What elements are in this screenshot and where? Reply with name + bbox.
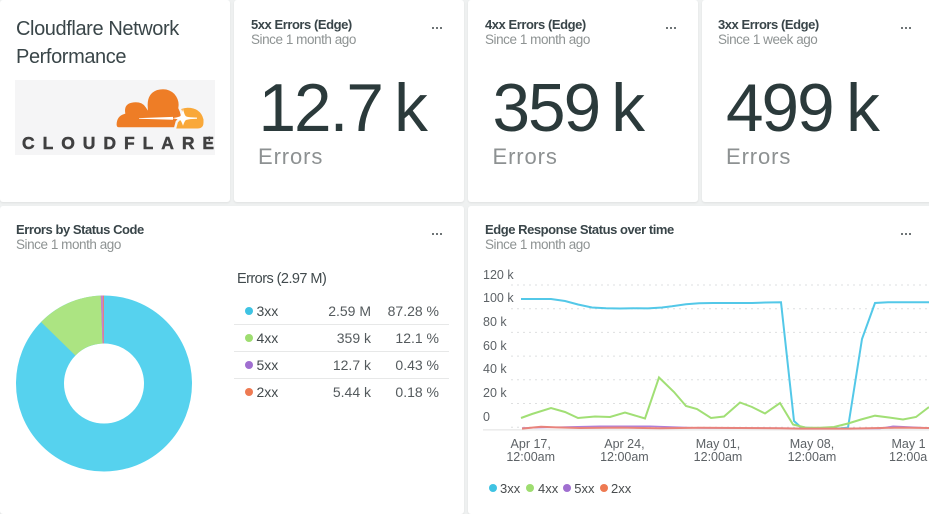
svg-text:CLOUDFLARE: CLOUDFLARE — [22, 133, 215, 153]
